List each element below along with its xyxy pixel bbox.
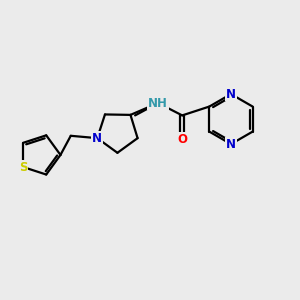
Text: N: N bbox=[226, 88, 236, 100]
Text: S: S bbox=[19, 160, 27, 173]
Text: N: N bbox=[226, 138, 236, 151]
Text: O: O bbox=[177, 133, 187, 146]
Text: N: N bbox=[92, 132, 102, 145]
Text: NH: NH bbox=[148, 97, 168, 110]
